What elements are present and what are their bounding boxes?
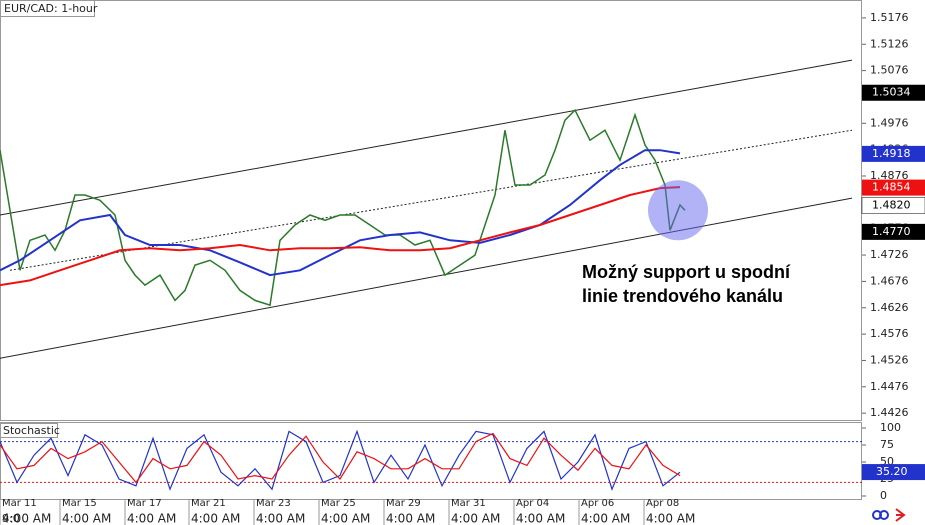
y-tick-label: 1.4426: [870, 406, 909, 419]
price-label-box: [861, 197, 925, 214]
y-tick-label: 1.4476: [870, 380, 909, 393]
price-label: 1.5034: [872, 86, 911, 99]
x-sublabel: 4:00 AM: [62, 512, 111, 525]
x-tick-label: Mar 15: [62, 498, 97, 509]
x-sublabel: 4:00 AM: [646, 512, 695, 525]
annotation: Možný support u spodní: [582, 262, 791, 282]
stochastic-line: [0, 432, 681, 484]
stochastic-panel: [0, 422, 862, 500]
x-tick-label: Apr 06: [581, 498, 614, 509]
x-sublabel: 4:00 AM: [581, 512, 630, 525]
annotation: linie trendového kanálu: [582, 286, 783, 306]
x-tick-label: Mar 11: [2, 498, 37, 509]
price-label: 1.4770: [872, 225, 911, 238]
trendline: [0, 197, 853, 359]
price-label: 1.4854: [872, 181, 911, 194]
y-tick-label: 1.5126: [870, 37, 909, 50]
x-sublabel: 4:00 AM: [256, 512, 305, 525]
chart-title: EUR/CAD: 1-hour: [4, 2, 98, 15]
value-label: 35.20: [876, 465, 908, 478]
toolbar-icons[interactable]: [872, 508, 906, 522]
x-sublabel: 4:00 AM: [516, 512, 565, 525]
x-edge-label: 9:0: [2, 512, 20, 525]
y-tick-label: 1.4676: [870, 274, 909, 287]
x-sublabel: 4:00 AM: [451, 512, 500, 525]
title-box: [0, 0, 95, 17]
x-tick-label: Mar 29: [386, 498, 421, 509]
price-label-box: [862, 179, 925, 196]
y-tick-label: 0: [880, 489, 887, 502]
arrow-icon[interactable]: [895, 508, 906, 522]
y-tick-label: 1.4576: [870, 327, 909, 340]
indicator-box: [0, 423, 58, 438]
price-label: 1.4820: [872, 199, 911, 212]
y-tick-label: 1.4976: [870, 116, 909, 129]
highlight-circle: [648, 180, 708, 241]
link-icon[interactable]: [879, 510, 889, 520]
x-tick-label: Mar 31: [451, 498, 486, 509]
series-line: [0, 186, 681, 287]
value-label-box: [862, 464, 925, 481]
y-tick-label: 1.4626: [870, 301, 909, 314]
y-tick-label: 1.4726: [870, 248, 909, 261]
x-sublabel: 4:00 AM: [321, 512, 370, 525]
y-tick-label: 1.5076: [870, 64, 909, 77]
y-tick-label: 75: [880, 438, 894, 451]
x-sublabel: 4:00 AM: [127, 512, 176, 525]
x-sublabel: 4:00 AM: [386, 512, 435, 525]
y-tick-label: 1.4876: [870, 169, 909, 182]
series-line: [0, 108, 686, 307]
price-label-box: [862, 84, 925, 101]
x-tick-label: Apr 08: [646, 498, 679, 509]
x-tick-label: Mar 17: [127, 498, 162, 509]
y-tick-label: 1.4526: [870, 353, 909, 366]
price-panel: [0, 0, 862, 421]
stochastic-line: [0, 429, 681, 491]
x-tick-label: Mar 21: [191, 498, 226, 509]
price-label: 1.4918: [872, 147, 911, 160]
x-sublabel: 4:00 AM: [2, 512, 51, 525]
trendline: [0, 59, 853, 216]
y-tick-label: 100: [880, 421, 901, 434]
x-tick-label: Apr 04: [516, 498, 549, 509]
x-tick-label: Mar 23: [256, 498, 291, 509]
price-label-box: [862, 223, 925, 240]
x-tick-label: Mar 25: [321, 498, 356, 509]
price-label-box: [862, 145, 925, 162]
y-tick-label: 1.5176: [870, 11, 909, 24]
x-sublabel: 4:00 AM: [191, 512, 240, 525]
indicator-title: Stochastic: [3, 424, 60, 437]
